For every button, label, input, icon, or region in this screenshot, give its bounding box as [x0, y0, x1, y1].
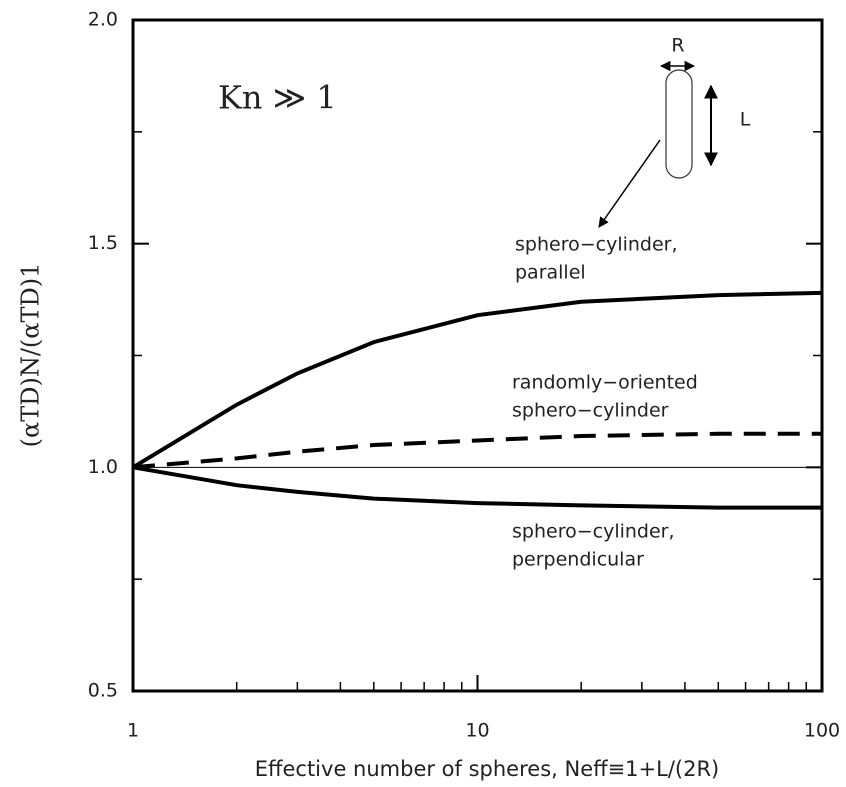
x-tick-label: 10 — [465, 720, 489, 742]
x-tick-label: 100 — [804, 720, 840, 742]
series-line — [132, 465, 822, 510]
y-axis-label: (αTD)N/(αTD)1 — [17, 263, 45, 448]
curve-label: sphero−cylinder, — [515, 234, 678, 256]
pointer-arrow — [598, 139, 661, 228]
y-tick-label: 1.5 — [88, 232, 118, 254]
plot-frame — [131, 18, 824, 693]
annotation: Kn ≫ 1 — [218, 79, 337, 117]
curve-label: parallel — [515, 262, 586, 284]
inset-label: R — [671, 35, 684, 57]
inset-capsule — [665, 69, 693, 179]
curve-label: sphero−cylinder, — [512, 521, 675, 543]
x-axis-label: Effective number of spheres, Neff≡1+L/(2… — [255, 757, 720, 781]
y-tick-label: 0.5 — [88, 680, 118, 702]
curve-label: randomly−oriented — [512, 372, 698, 394]
x-tick-label: 1 — [127, 720, 139, 742]
series-line — [132, 431, 822, 470]
y-tick-label: 1.0 — [88, 456, 118, 478]
inset-label: L — [740, 109, 751, 131]
curve-label: perpendicular — [512, 549, 644, 571]
curve-label: sphero−cylinder — [512, 400, 669, 422]
y-tick-label: 2.0 — [88, 9, 118, 31]
series-line — [131, 290, 823, 470]
